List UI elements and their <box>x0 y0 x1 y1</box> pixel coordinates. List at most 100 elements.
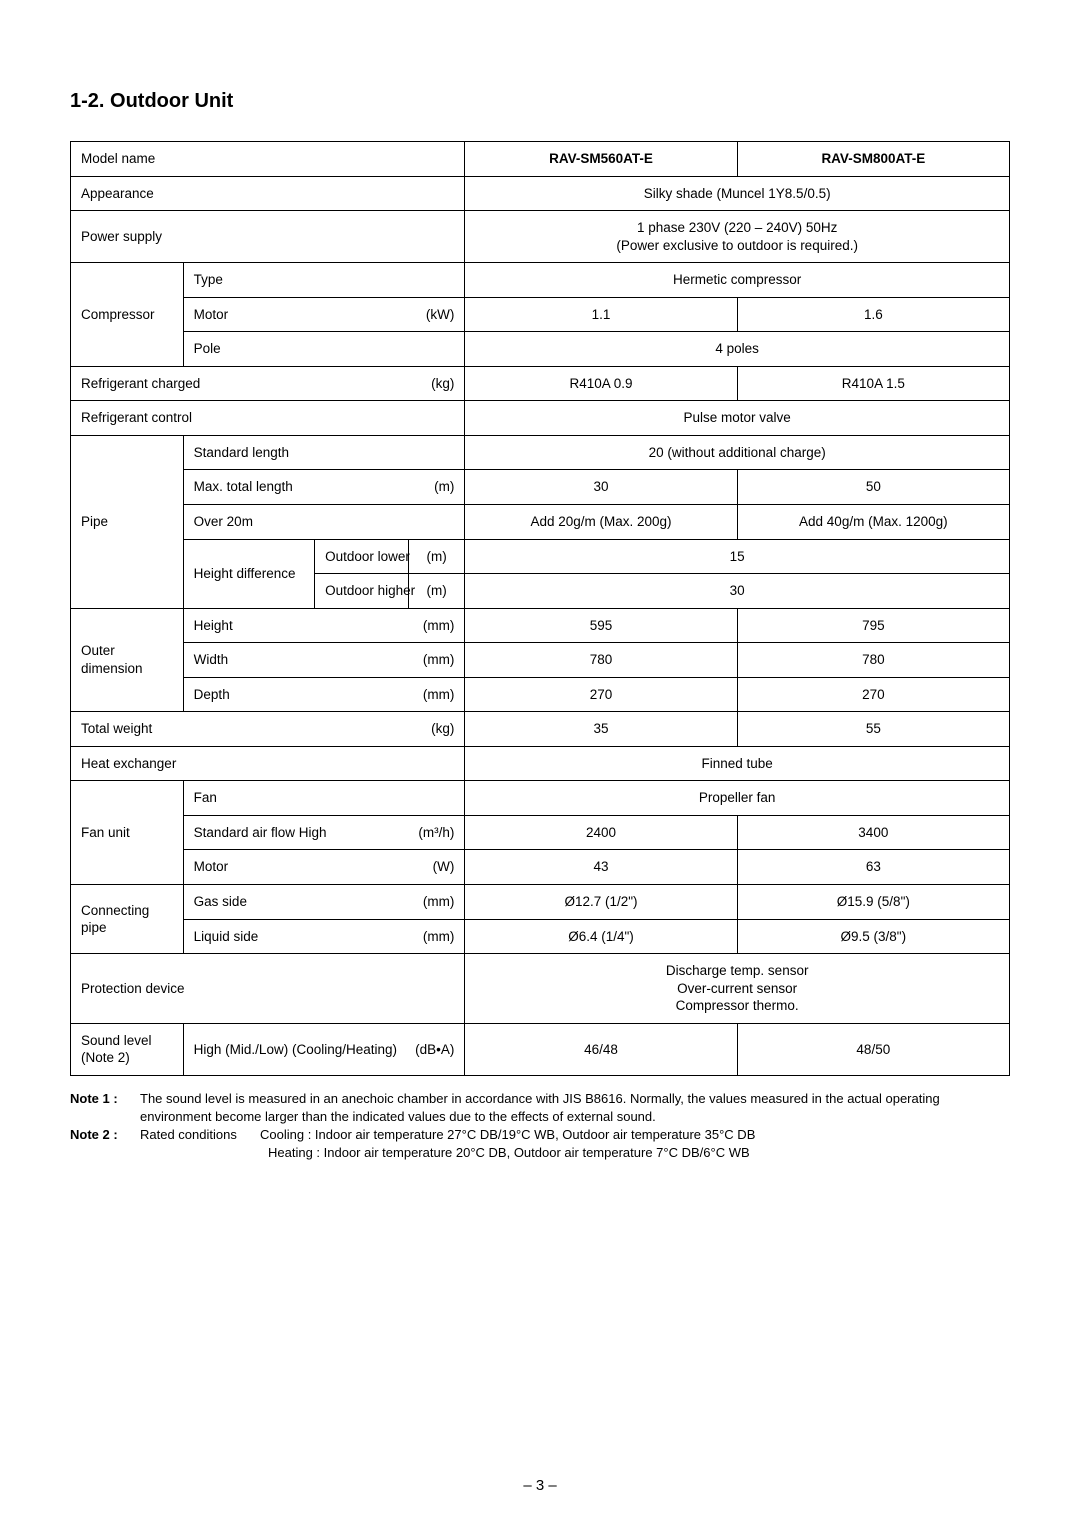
connecting-pipe-label: Connecting pipe <box>71 885 184 954</box>
total-weight-row: Total weight (kg) 35 55 <box>71 712 1010 747</box>
section-title: 1-2. Outdoor Unit <box>70 90 1010 113</box>
pipe-std-length-row: Pipe Standard length 20 (without additio… <box>71 435 1010 470</box>
header-row: Model name RAV-SM560AT-E RAV-SM800AT-E <box>71 142 1010 177</box>
note-1-text: The sound level is measured in an anecho… <box>140 1090 1010 1126</box>
gas-side-label: Gas side (mm) <box>183 885 465 920</box>
weight-1: 35 <box>465 712 737 747</box>
kg-unit: (kg) <box>431 375 454 393</box>
model-name-label: Model name <box>71 142 465 177</box>
m-unit-3: (m) <box>409 574 465 609</box>
over20-1: Add 20g/m (Max. 200g) <box>465 505 737 540</box>
dim-depth-row: Depth (mm) 270 270 <box>71 677 1010 712</box>
w-unit: (W) <box>433 858 455 876</box>
note-2-row: Note 2 : Rated conditions Cooling : Indo… <box>70 1126 1010 1144</box>
dim-width-row: Width (mm) 780 780 <box>71 643 1010 678</box>
width-1: 780 <box>465 643 737 678</box>
dim-height-row: Outer dimension Height (mm) 595 795 <box>71 608 1010 643</box>
pole-label: Pole <box>183 332 465 367</box>
refrigerant-control-row: Refrigerant control Pulse motor valve <box>71 401 1010 436</box>
page: 1-2. Outdoor Unit Model name RAV-SM560AT… <box>0 0 1080 1528</box>
page-number: – 3 – <box>0 1477 1080 1494</box>
fan-row: Fan unit Fan Propeller fan <box>71 781 1010 816</box>
weight-2: 55 <box>737 712 1009 747</box>
model-col-1: RAV-SM560AT-E <box>465 142 737 177</box>
height-2: 795 <box>737 608 1009 643</box>
power-supply-value: 1 phase 230V (220 – 240V) 50Hz (Power ex… <box>465 211 1010 263</box>
motorw-1: 43 <box>465 850 737 885</box>
compressor-type-row: Compressor Type Hermetic compressor <box>71 263 1010 298</box>
depth-1: 270 <box>465 677 737 712</box>
compressor-motor-row: Motor (kW) 1.1 1.6 <box>71 297 1010 332</box>
heat-exchanger-row: Heat exchanger Finned tube <box>71 746 1010 781</box>
note-1-row: Note 1 : The sound level is measured in … <box>70 1090 1010 1126</box>
airflow-label: Standard air flow High (m³/h) <box>183 815 465 850</box>
sound-level-label: Sound level (Note 2) <box>71 1023 184 1075</box>
width-label: Width (mm) <box>183 643 465 678</box>
compressor-type-value: Hermetic compressor <box>465 263 1010 298</box>
std-length-value: 20 (without additional charge) <box>465 435 1010 470</box>
sound-level-row: Sound level (Note 2) High (Mid./Low) (Co… <box>71 1023 1010 1075</box>
pipe-over20-row: Over 20m Add 20g/m (Max. 200g) Add 40g/m… <box>71 505 1010 540</box>
fan-motor-row: Motor (W) 43 63 <box>71 850 1010 885</box>
pipe-label: Pipe <box>71 435 184 608</box>
mm-unit-5: (mm) <box>423 928 454 946</box>
refrigerant-control-label: Refrigerant control <box>71 401 465 436</box>
kg-unit-2: (kg) <box>431 720 454 738</box>
refrigerant-charged-row: Refrigerant charged (kg) R410A 0.9 R410A… <box>71 366 1010 401</box>
fan-label: Fan <box>183 781 465 816</box>
over20-label: Over 20m <box>183 505 465 540</box>
gas-1: Ø12.7 (1/2") <box>465 885 737 920</box>
gas-2: Ø15.9 (5/8") <box>737 885 1009 920</box>
over20-2: Add 40g/m (Max. 1200g) <box>737 505 1009 540</box>
pipe-max-total-row: Max. total length (m) 30 50 <box>71 470 1010 505</box>
height-label: Height (mm) <box>183 608 465 643</box>
sound-level-mode-text: High (Mid./Low) (Cooling/Heating) <box>194 1041 397 1059</box>
outdoor-higher-label: Outdoor higher <box>315 574 409 609</box>
std-length-label: Standard length <box>183 435 465 470</box>
airflow-1: 2400 <box>465 815 737 850</box>
max-total-label: Max. total length (m) <box>183 470 465 505</box>
note-2-cool: Cooling : Indoor air temperature 27°C DB… <box>260 1126 755 1144</box>
heat-exchanger-label: Heat exchanger <box>71 746 465 781</box>
heat-exchanger-value: Finned tube <box>465 746 1010 781</box>
height-diff-label: Height difference <box>183 539 314 608</box>
protection-label: Protection device <box>71 954 465 1024</box>
refrigerant-2: R410A 1.5 <box>737 366 1009 401</box>
outdoor-higher-value: 30 <box>465 574 1010 609</box>
outdoor-lower-value: 15 <box>465 539 1010 574</box>
pipe-outdoor-lower-row: Height difference Outdoor lower (m) 15 <box>71 539 1010 574</box>
max-total-text: Max. total length <box>194 478 293 496</box>
liquid-side-row: Liquid side (mm) Ø6.4 (1/4") Ø9.5 (3/8") <box>71 919 1010 954</box>
depth-label: Depth (mm) <box>183 677 465 712</box>
refrigerant-control-value: Pulse motor valve <box>465 401 1010 436</box>
sound-level-mode-label: High (Mid./Low) (Cooling/Heating) (dB•A) <box>183 1023 465 1075</box>
outer-dim-label: Outer dimension <box>71 608 184 712</box>
liquid-side-label: Liquid side (mm) <box>183 919 465 954</box>
sound-1: 46/48 <box>465 1023 737 1075</box>
dba-unit: (dB•A) <box>415 1041 454 1059</box>
appearance-value: Silky shade (Muncel 1Y8.5/0.5) <box>465 176 1010 211</box>
type-label: Type <box>183 263 465 298</box>
depth-text: Depth <box>194 686 230 704</box>
width-2: 780 <box>737 643 1009 678</box>
motor-text: Motor <box>194 306 229 324</box>
motor-kw-1: 1.1 <box>465 297 737 332</box>
airflow-row: Standard air flow High (m³/h) 2400 3400 <box>71 815 1010 850</box>
power-supply-row: Power supply 1 phase 230V (220 – 240V) 5… <box>71 211 1010 263</box>
note-1-tag: Note 1 : <box>70 1090 134 1126</box>
mm-unit-1: (mm) <box>423 617 454 635</box>
fan-motor-label: Motor (W) <box>183 850 465 885</box>
outdoor-lower-label: Outdoor lower <box>315 539 409 574</box>
width-text: Width <box>194 651 229 669</box>
power-supply-line-2: (Power exclusive to outdoor is required.… <box>616 238 858 253</box>
refrigerant-1: R410A 0.9 <box>465 366 737 401</box>
motorw-2: 63 <box>737 850 1009 885</box>
sound-2: 48/50 <box>737 1023 1009 1075</box>
gas-side-row: Connecting pipe Gas side (mm) Ø12.7 (1/2… <box>71 885 1010 920</box>
spec-table: Model name RAV-SM560AT-E RAV-SM800AT-E A… <box>70 141 1010 1076</box>
motor-label: Motor (kW) <box>183 297 465 332</box>
pole-value: 4 poles <box>465 332 1010 367</box>
compressor-label: Compressor <box>71 263 184 367</box>
fan-unit-label: Fan unit <box>71 781 184 885</box>
fan-value: Propeller fan <box>465 781 1010 816</box>
